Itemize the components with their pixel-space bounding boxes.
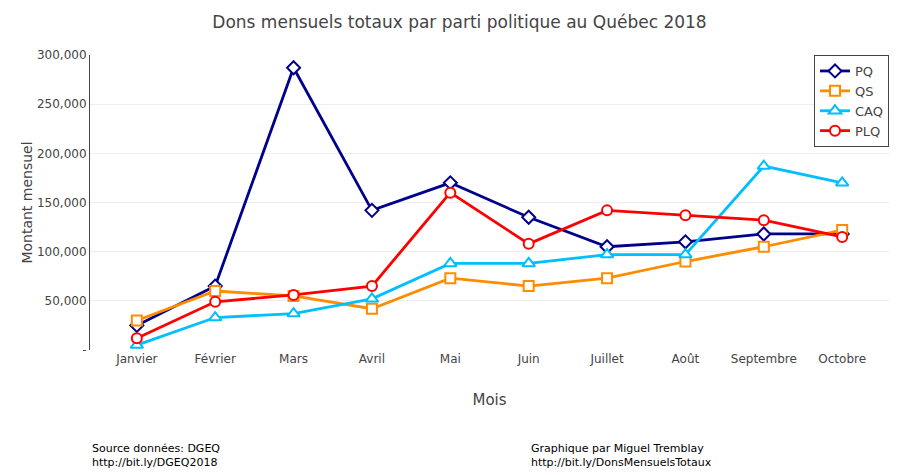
svg-text:Octobre: Octobre <box>818 352 866 366</box>
svg-text:50,000: 50,000 <box>45 294 87 308</box>
svg-text:Juillet: Juillet <box>589 352 624 366</box>
svg-text:-: - <box>82 343 86 357</box>
svg-text:Mars: Mars <box>279 352 308 366</box>
svg-text:Montant mensuel: Montant mensuel <box>19 141 35 263</box>
svg-text:PQ: PQ <box>855 64 873 79</box>
svg-text:250,000: 250,000 <box>37 97 87 111</box>
svg-text:200,000: 200,000 <box>37 147 87 161</box>
svg-text:Février: Février <box>195 352 236 366</box>
svg-text:Juin: Juin <box>517 352 540 366</box>
svg-text:Source données: DGEQhttp://bit: Source données: DGEQhttp://bit.ly/DGEQ20… <box>92 442 220 469</box>
svg-text:150,000: 150,000 <box>37 196 87 210</box>
svg-text:100,000: 100,000 <box>37 245 87 259</box>
svg-text:Graphique par Miguel Tremblayh: Graphique par Miguel Tremblayhttp://bit.… <box>531 442 712 469</box>
svg-text:300,000: 300,000 <box>37 48 87 62</box>
svg-text:Janvier: Janvier <box>115 352 157 366</box>
svg-text:PLQ: PLQ <box>855 124 880 139</box>
svg-text:CAQ: CAQ <box>855 104 883 119</box>
svg-text:QS: QS <box>855 84 873 99</box>
svg-text:Mois: Mois <box>472 391 506 409</box>
svg-text:Mai: Mai <box>440 352 461 366</box>
svg-text:Août: Août <box>672 352 700 366</box>
svg-text:Avril: Avril <box>359 352 385 366</box>
svg-text:Dons mensuels totaux par parti: Dons mensuels totaux par parti politique… <box>212 12 706 32</box>
svg-text:Septembre: Septembre <box>731 352 797 366</box>
